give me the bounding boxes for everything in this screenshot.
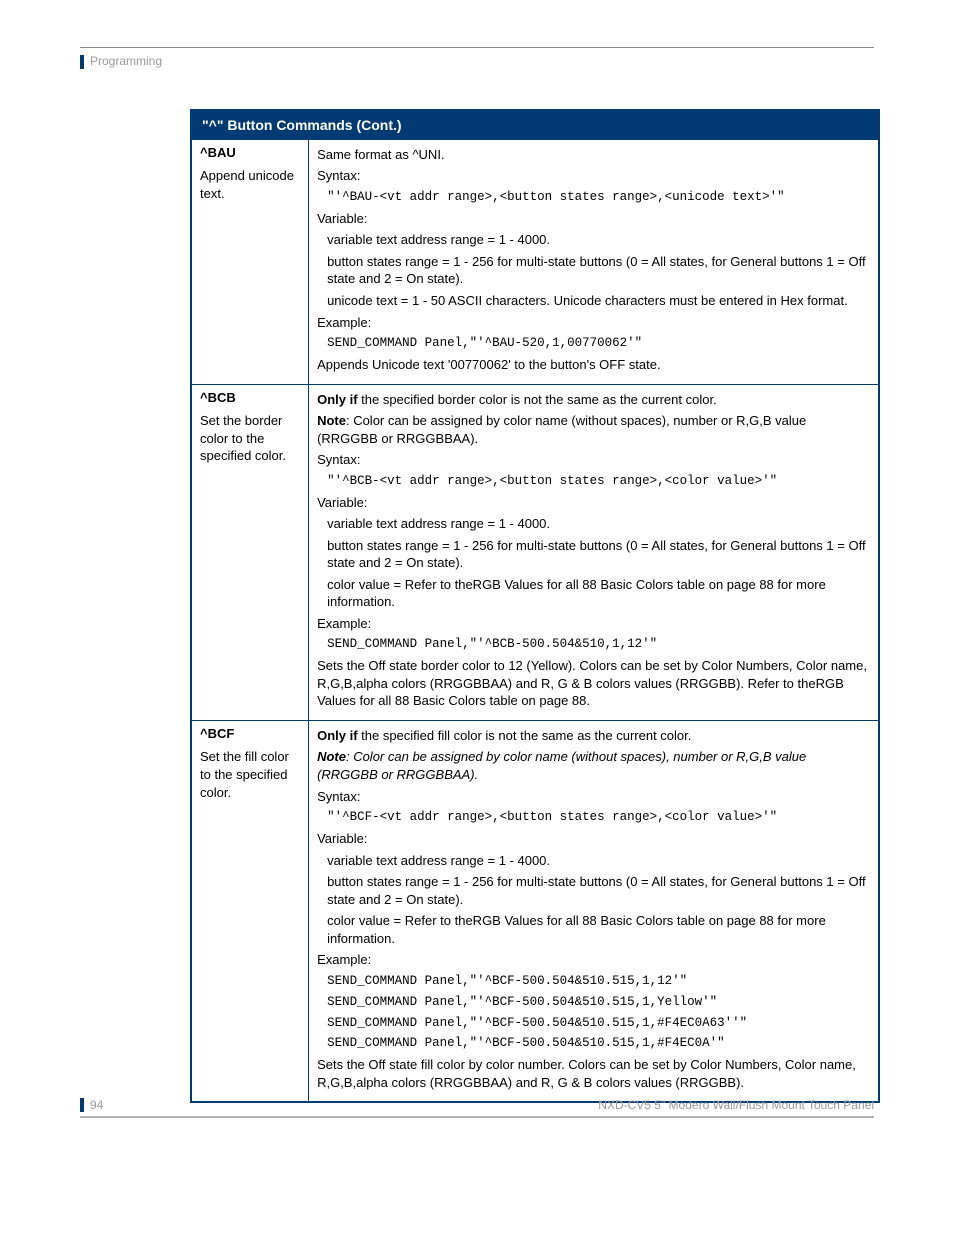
intro-text: Same format as ^UNI.: [317, 146, 870, 164]
variable-label: Variable:: [317, 494, 870, 512]
variable-item: color value = Refer to theRGB Values for…: [327, 576, 870, 611]
example-code: SEND_COMMAND Panel,"'^BCF-500.504&510.51…: [327, 994, 870, 1011]
variable-label: Variable:: [317, 830, 870, 848]
example-code: SEND_COMMAND Panel,"'^BCF-500.504&510.51…: [327, 1015, 870, 1032]
example-code: SEND_COMMAND Panel,"'^BCF-500.504&510.51…: [327, 973, 870, 990]
variable-item: unicode text = 1 - 50 ASCII characters. …: [327, 292, 870, 310]
example-label: Example:: [317, 615, 870, 633]
onlyif-rest: the specified fill color is not the same…: [358, 728, 692, 743]
table-row: ^BCB Set the border color to the specifi…: [191, 384, 879, 720]
variable-item: button states range = 1 - 256 for multi-…: [327, 253, 870, 288]
onlyif-line: Only if the specified border color is no…: [317, 391, 870, 409]
table-row: ^BAU Append unicode text. Same format as…: [191, 139, 879, 384]
example-result: Appends Unicode text '00770062' to the b…: [317, 356, 870, 374]
note-rest: : Color can be assigned by color name (w…: [317, 749, 806, 782]
top-rule: [80, 47, 874, 48]
example-result: Sets the Off state fill color by color n…: [317, 1056, 870, 1091]
variable-item: color value = Refer to theRGB Values for…: [327, 912, 870, 947]
cmd-desc: Set the border color to the specified co…: [200, 412, 300, 465]
section-title: Programming: [90, 54, 162, 68]
variable-label: Variable:: [317, 210, 870, 228]
variable-item: variable text address range = 1 - 4000.: [327, 515, 870, 533]
detail-cell: Same format as ^UNI. Syntax: "'^BAU-<vt …: [309, 139, 879, 384]
example-code: SEND_COMMAND Panel,"'^BAU-520,1,00770062…: [327, 335, 870, 352]
onlyif-rest: the specified border color is not the sa…: [358, 392, 717, 407]
detail-cell: Only if the specified fill color is not …: [309, 720, 879, 1102]
section-header: Programming: [80, 54, 874, 69]
cmd-name: ^BCB: [200, 389, 300, 407]
table-title: "^" Button Commands (Cont.): [191, 110, 879, 140]
note-bold: Note: [317, 749, 346, 764]
product-name: NXD-CV5 5" Modero Wall/Flush Mount Touch…: [598, 1098, 874, 1112]
syntax-label: Syntax:: [317, 167, 870, 185]
table-row: ^BCF Set the fill color to the specified…: [191, 720, 879, 1102]
syntax-code: "'^BCB-<vt addr range>,<button states ra…: [327, 473, 870, 490]
note-bold: Note: [317, 413, 346, 428]
example-label: Example:: [317, 951, 870, 969]
example-label: Example:: [317, 314, 870, 332]
syntax-code: "'^BCF-<vt addr range>,<button states ra…: [327, 809, 870, 826]
page-number: 94: [90, 1098, 103, 1112]
note-line: Note: Color can be assigned by color nam…: [317, 412, 870, 447]
footer-left: 94: [80, 1098, 103, 1112]
example-result: Sets the Off state border color to 12 (Y…: [317, 657, 870, 710]
onlyif-bold: Only if: [317, 728, 357, 743]
example-code: SEND_COMMAND Panel,"'^BCB-500.504&510,1,…: [327, 636, 870, 653]
onlyif-bold: Only if: [317, 392, 357, 407]
variable-item: variable text address range = 1 - 4000.: [327, 231, 870, 249]
onlyif-line: Only if the specified fill color is not …: [317, 727, 870, 745]
accent-bar: [80, 1098, 84, 1112]
note-line: Note: Color can be assigned by color nam…: [317, 748, 870, 783]
cmd-desc: Append unicode text.: [200, 167, 300, 202]
variable-item: button states range = 1 - 256 for multi-…: [327, 537, 870, 572]
detail-cell: Only if the specified border color is no…: [309, 384, 879, 720]
cmd-cell: ^BCF Set the fill color to the specified…: [191, 720, 309, 1102]
example-code: SEND_COMMAND Panel,"'^BCF-500.504&510.51…: [327, 1035, 870, 1052]
syntax-code: "'^BAU-<vt addr range>,<button states ra…: [327, 189, 870, 206]
page-footer: 94 NXD-CV5 5" Modero Wall/Flush Mount To…: [80, 1098, 874, 1118]
syntax-label: Syntax:: [317, 451, 870, 469]
cmd-cell: ^BAU Append unicode text.: [191, 139, 309, 384]
cmd-cell: ^BCB Set the border color to the specifi…: [191, 384, 309, 720]
page: Programming "^" Button Commands (Cont.) …: [0, 0, 954, 1140]
commands-table: "^" Button Commands (Cont.) ^BAU Append …: [190, 109, 880, 1104]
note-rest: : Color can be assigned by color name (w…: [317, 413, 806, 446]
accent-bar: [80, 55, 84, 69]
syntax-label: Syntax:: [317, 788, 870, 806]
cmd-name: ^BCF: [200, 725, 300, 743]
variable-item: variable text address range = 1 - 4000.: [327, 852, 870, 870]
cmd-desc: Set the fill color to the specified colo…: [200, 748, 300, 801]
variable-item: button states range = 1 - 256 for multi-…: [327, 873, 870, 908]
cmd-name: ^BAU: [200, 144, 300, 162]
